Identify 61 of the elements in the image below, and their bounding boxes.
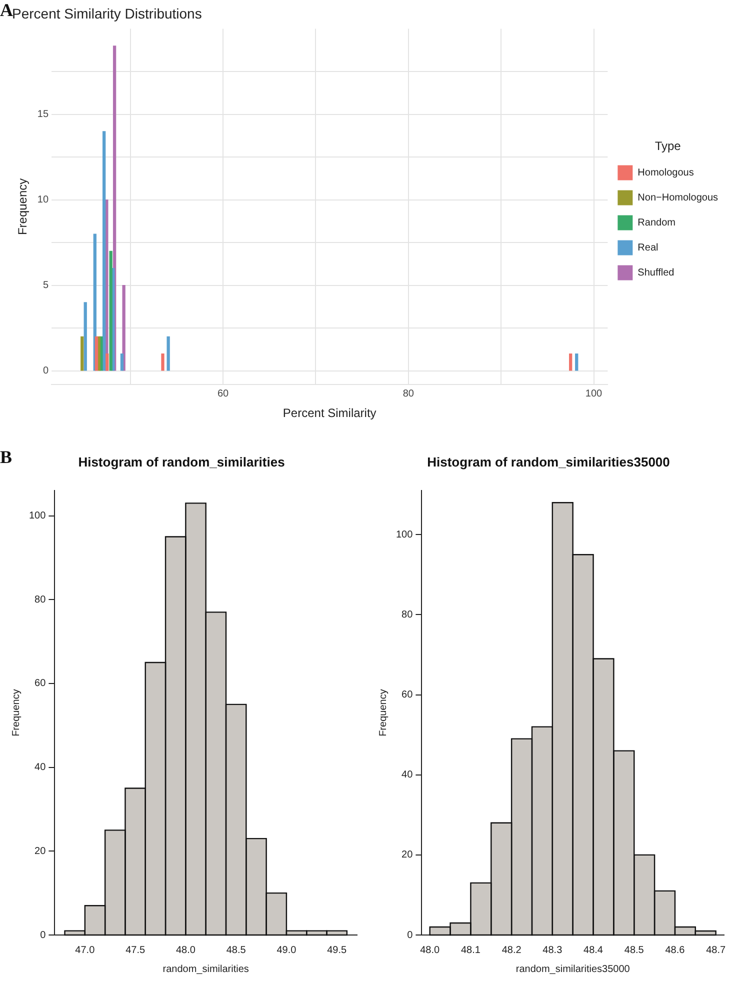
- bar: [575, 353, 578, 371]
- x-tick-label: 48.1: [460, 944, 481, 956]
- x-tick-label: 48.0: [420, 944, 440, 956]
- x-tick-label: 48.7: [706, 944, 726, 956]
- bar: [109, 250, 112, 371]
- bar: [569, 353, 572, 371]
- y-tick-label: 5: [42, 280, 49, 292]
- x-axis-title: random_similarities: [162, 964, 249, 975]
- y-tick-label: 80: [402, 609, 414, 620]
- x-tick-label: 49.0: [276, 944, 297, 956]
- x-tick-label: 60: [217, 388, 229, 400]
- y-tick-label: 0: [407, 930, 414, 941]
- y-tick-label: 20: [34, 846, 46, 857]
- x-tick-label: 47.5: [126, 944, 146, 956]
- bar: [84, 302, 87, 371]
- x-tick-label: 48.2: [502, 944, 522, 956]
- text: B: [0, 447, 12, 468]
- bar: [106, 353, 109, 371]
- y-tick-label: 20: [402, 850, 414, 861]
- y-tick-label: 0: [42, 366, 49, 377]
- legend-title: Type: [654, 139, 682, 154]
- chart-title: Histogram of random_similarities35000: [427, 454, 670, 470]
- x-tick-label: 48.0: [176, 944, 196, 956]
- x-tick-label: 48.5: [226, 944, 246, 956]
- bar: [122, 285, 126, 371]
- legend-label: Shuffled: [638, 267, 674, 278]
- y-tick-label: 60: [402, 690, 414, 701]
- y-axis-title: Frequency: [378, 689, 389, 736]
- y-tick-label: 60: [34, 678, 46, 690]
- bar: [102, 131, 106, 371]
- y-tick-label: 40: [34, 762, 46, 774]
- y-tick-label: 100: [28, 510, 46, 522]
- x-tick-label: 49.5: [327, 944, 348, 956]
- legend-label: Homologous: [638, 167, 694, 178]
- bar: [80, 336, 84, 371]
- text: A: [0, 0, 13, 21]
- bar: [166, 336, 170, 371]
- x-axis-title: Percent Similarity: [282, 406, 376, 420]
- y-tick-label: 10: [37, 194, 49, 206]
- y-tick-label: 40: [402, 770, 414, 781]
- legend-label: Real: [638, 242, 658, 254]
- x-tick-label: 48.3: [542, 944, 563, 956]
- y-axis-title: Frequency: [10, 689, 22, 736]
- x-tick-label: 48.4: [584, 944, 604, 956]
- x-tick-label: 48.5: [624, 944, 644, 956]
- y-tick-label: 100: [396, 529, 414, 540]
- x-tick-label: 48.6: [665, 944, 686, 956]
- y-tick-label: 15: [37, 109, 49, 120]
- x-tick-label: 47.0: [75, 944, 96, 956]
- x-tick-label: 100: [585, 388, 603, 400]
- bar: [161, 353, 164, 371]
- bar: [94, 336, 98, 371]
- legend-label: Random: [638, 217, 676, 228]
- y-axis-title: Frequency: [16, 178, 30, 236]
- bar: [120, 353, 124, 371]
- y-tick-label: 80: [34, 594, 46, 606]
- chart-title: Histogram of random_similarities: [78, 454, 285, 470]
- chart-title: Percent Similarity Distributions: [12, 5, 202, 22]
- legend-label: Non−Homologous: [638, 192, 718, 204]
- x-axis-title: random_similarities35000: [516, 964, 630, 975]
- y-tick-label: 0: [40, 930, 46, 941]
